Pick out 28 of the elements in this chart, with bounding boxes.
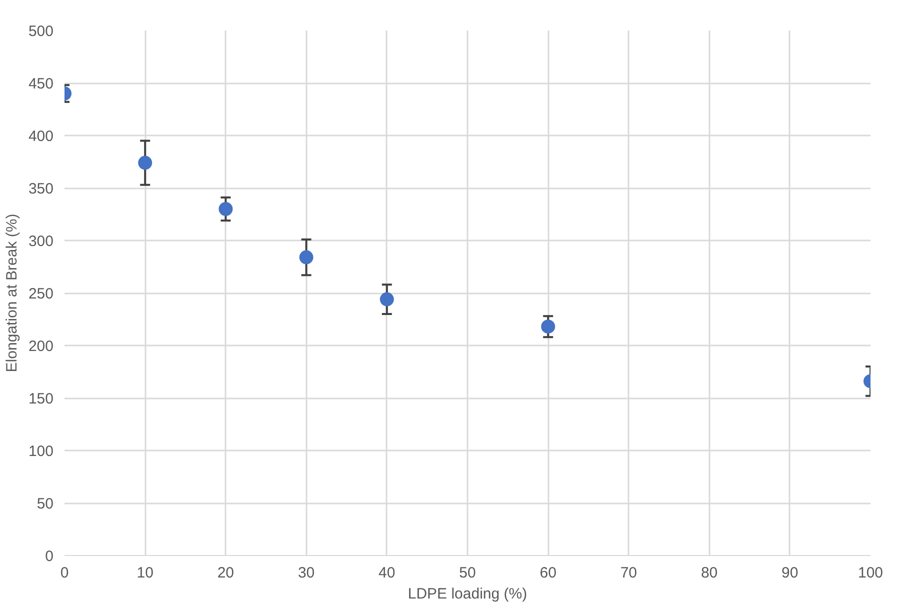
y-tick-label: 300 <box>28 233 54 250</box>
x-tick-label: 80 <box>700 564 718 582</box>
x-tick-label: 10 <box>136 564 154 582</box>
y-tick-label: 350 <box>28 180 54 198</box>
x-tick-label: 20 <box>217 564 234 582</box>
y-tick-label: 100 <box>28 443 54 460</box>
x-tick-label: 90 <box>782 564 798 582</box>
y-axis-title: Elongation at Break (%) <box>3 214 20 372</box>
x-tick-label: 0 <box>60 564 69 582</box>
x-tick-label: 60 <box>540 564 556 582</box>
y-tick-label: 50 <box>36 496 54 512</box>
y-tick-label: 400 <box>28 128 54 145</box>
y-tick-label: 150 <box>28 390 54 408</box>
x-tick-label: 70 <box>620 564 638 582</box>
x-tick-label: 40 <box>378 564 396 582</box>
x-axis-title: LDPE loading (%) <box>408 586 528 602</box>
y-tick-label: 0 <box>45 548 54 565</box>
y-tick-label: 200 <box>28 338 54 355</box>
x-tick-label: 100 <box>858 564 884 582</box>
point <box>299 250 314 264</box>
x-tick-label: 30 <box>298 564 315 582</box>
y-tick-label: 450 <box>28 76 54 92</box>
y-tick-label: 250 <box>28 286 54 302</box>
point <box>380 292 394 306</box>
point <box>138 156 152 170</box>
x-tick-label: 50 <box>459 564 476 582</box>
y-tick-label: 500 <box>28 23 54 40</box>
point <box>218 202 233 216</box>
